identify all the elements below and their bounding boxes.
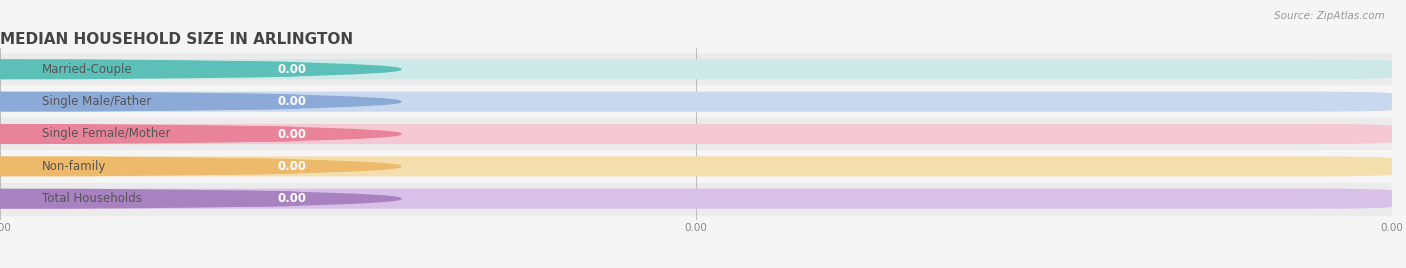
Circle shape [0,189,401,208]
FancyBboxPatch shape [0,61,299,77]
FancyBboxPatch shape [0,156,1392,176]
Bar [0,118,1392,150]
FancyBboxPatch shape [7,61,257,77]
FancyBboxPatch shape [0,158,299,174]
FancyBboxPatch shape [7,158,257,174]
FancyBboxPatch shape [7,94,257,110]
Circle shape [0,157,401,176]
Text: Source: ZipAtlas.com: Source: ZipAtlas.com [1274,11,1385,21]
Text: 0.00: 0.00 [278,160,307,173]
Bar [0,85,1392,118]
Text: 0.00: 0.00 [278,128,307,140]
FancyBboxPatch shape [7,191,257,207]
FancyBboxPatch shape [0,189,1392,209]
Bar [0,53,1392,85]
Circle shape [0,60,401,79]
Text: MEDIAN HOUSEHOLD SIZE IN ARLINGTON: MEDIAN HOUSEHOLD SIZE IN ARLINGTON [0,32,353,47]
Text: 0.00: 0.00 [278,192,307,205]
Bar [0,150,1392,183]
FancyBboxPatch shape [0,126,299,142]
Bar [0,183,1392,215]
FancyBboxPatch shape [7,126,257,142]
Text: Single Female/Mother: Single Female/Mother [42,128,170,140]
Text: Single Male/Father: Single Male/Father [42,95,150,108]
Circle shape [0,92,401,111]
Text: Total Households: Total Households [42,192,142,205]
Text: 0.00: 0.00 [278,95,307,108]
Text: 0.00: 0.00 [278,63,307,76]
FancyBboxPatch shape [0,92,1392,112]
FancyBboxPatch shape [0,191,299,207]
FancyBboxPatch shape [0,124,1392,144]
Text: Married-Couple: Married-Couple [42,63,132,76]
FancyBboxPatch shape [0,59,1392,79]
Text: Non-family: Non-family [42,160,105,173]
FancyBboxPatch shape [0,94,299,110]
Circle shape [0,125,401,143]
